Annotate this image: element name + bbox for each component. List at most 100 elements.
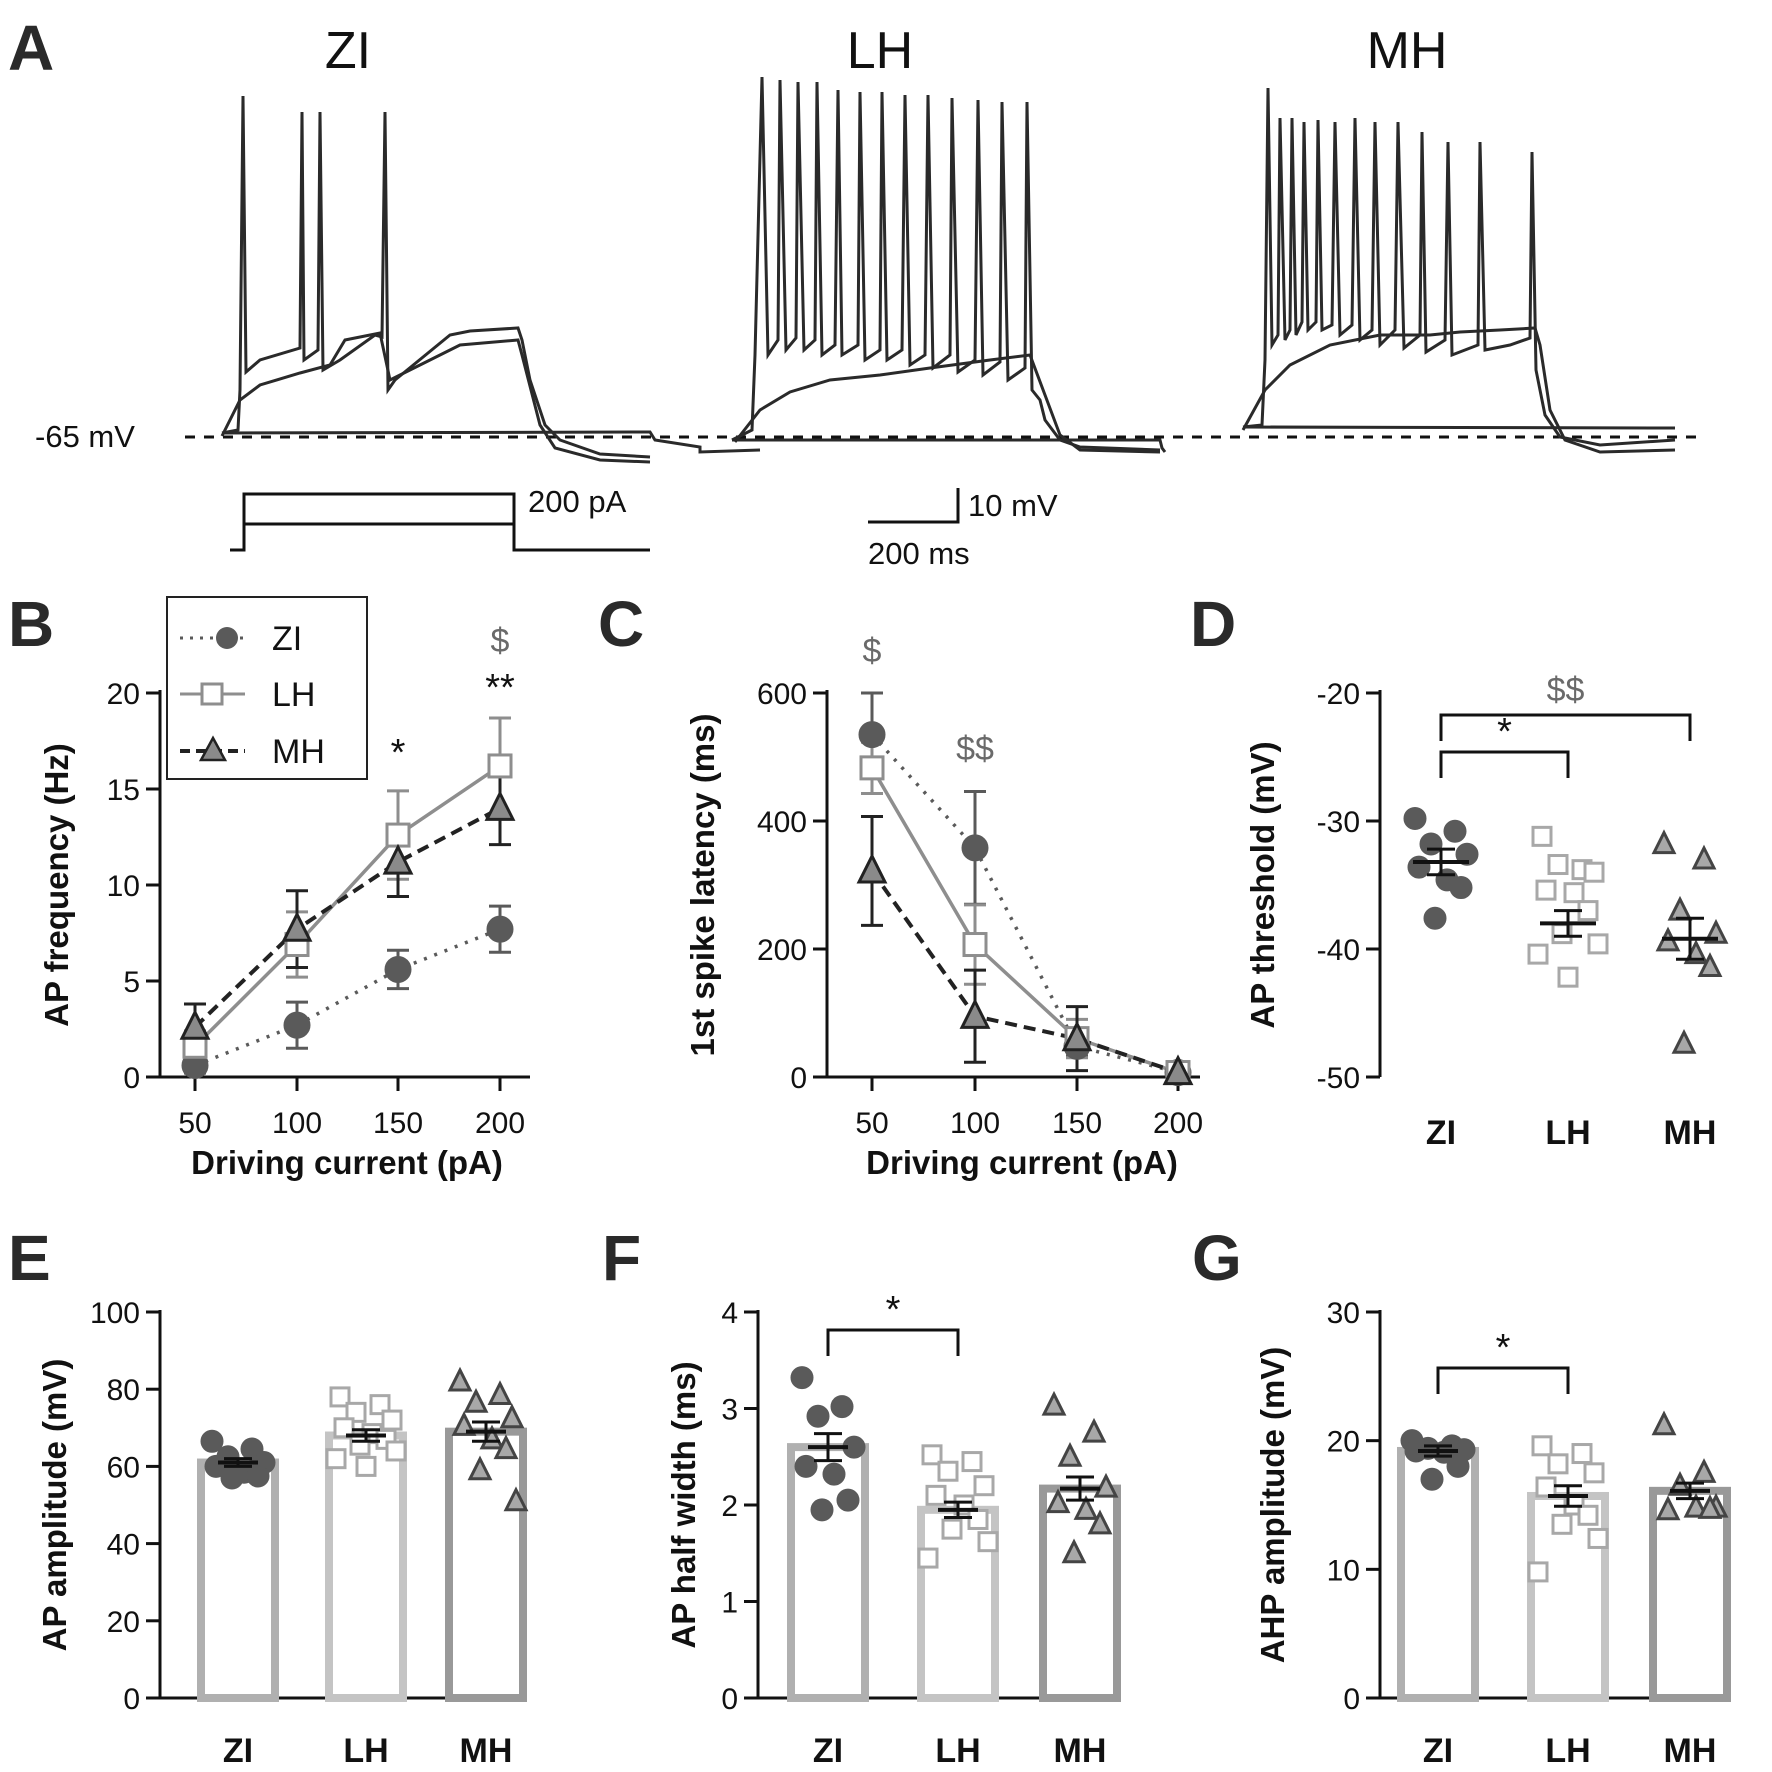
significance-label: $$ bbox=[956, 730, 994, 768]
y-tick-label: 80 bbox=[107, 1374, 140, 1407]
data-point-mh bbox=[1651, 829, 1677, 855]
data-point-lh bbox=[941, 1518, 963, 1540]
legend-mh-triangle-icon bbox=[198, 735, 228, 762]
data-point-mh bbox=[1061, 1020, 1093, 1052]
d-y-ticks: -50 -40 -30 -20 bbox=[1317, 678, 1380, 1095]
f-y-axis-title: AP half width (ms) bbox=[665, 1361, 702, 1648]
scale-voltage-label: 10 mV bbox=[968, 488, 1058, 523]
data-point-mh bbox=[499, 1403, 525, 1429]
data-point-mh bbox=[179, 1008, 211, 1040]
data-point-zi bbox=[384, 955, 412, 983]
data-point-mh bbox=[1087, 1509, 1113, 1535]
data-point-lh bbox=[1535, 879, 1557, 901]
f-plot-area: * bbox=[787, 1289, 1121, 1702]
data-point-lh bbox=[385, 822, 411, 848]
x-tick-label: 50 bbox=[855, 1107, 888, 1140]
g-y-ticks: 0 10 20 30 bbox=[1327, 1297, 1380, 1716]
data-point-lh bbox=[967, 1508, 989, 1530]
data-point-mh bbox=[1691, 844, 1717, 870]
y-tick-label: 20 bbox=[1327, 1426, 1360, 1459]
series-line-zi bbox=[194, 927, 501, 1068]
category-label-zi: ZI bbox=[1423, 1732, 1453, 1770]
data-point-lh bbox=[1551, 1513, 1573, 1535]
bar-zi bbox=[197, 1458, 279, 1703]
data-point-lh bbox=[1557, 966, 1579, 988]
y-tick-label: 15 bbox=[107, 774, 140, 807]
panel-a: A ZI LH MH -65 mV 200 pA 10 mV 200 m bbox=[8, 12, 1705, 571]
y-tick-label: 40 bbox=[107, 1529, 140, 1562]
data-point-lh bbox=[1587, 933, 1609, 955]
data-point-mh bbox=[1162, 1054, 1194, 1086]
category-label-mh: MH bbox=[1054, 1732, 1107, 1770]
data-point-zi bbox=[1403, 806, 1427, 830]
data-point-lh bbox=[973, 1475, 995, 1497]
data-point-lh bbox=[937, 1460, 959, 1482]
category-label-lh: LH bbox=[343, 1732, 388, 1770]
data-point-zi bbox=[1446, 1454, 1470, 1478]
data-point-lh bbox=[1563, 882, 1585, 904]
y-tick-label: 600 bbox=[757, 678, 807, 711]
scale-bar bbox=[868, 488, 960, 524]
significance-bracket bbox=[1439, 750, 1570, 778]
significance-bracket bbox=[826, 1328, 960, 1356]
data-point-zi bbox=[1407, 855, 1431, 879]
legend-lh-label: LH bbox=[272, 676, 315, 714]
data-point-zi bbox=[1419, 832, 1443, 856]
data-point-lh bbox=[325, 1448, 347, 1470]
data-point-mh bbox=[281, 910, 313, 942]
x-tick-label: 50 bbox=[178, 1107, 211, 1140]
panel-d: D -50-40-30-20 ZI LH MH AP threshold (mV) … bbox=[1190, 588, 1729, 1152]
series-line-lh bbox=[870, 766, 1179, 1075]
y-tick-label: 0 bbox=[123, 1062, 140, 1095]
data-point-mh bbox=[1671, 1028, 1697, 1054]
e-plot-area bbox=[197, 1366, 529, 1703]
data-point-mh bbox=[1697, 952, 1723, 977]
data-point-zi bbox=[220, 1466, 244, 1490]
y-tick-label: 10 bbox=[107, 870, 140, 903]
data-point-mh bbox=[451, 1411, 477, 1436]
data-point-lh bbox=[925, 1484, 947, 1506]
data-point-zi bbox=[790, 1366, 814, 1390]
lh-voltage-traces bbox=[731, 76, 1167, 454]
data-point-zi bbox=[1420, 1467, 1444, 1491]
y-tick-label: 4 bbox=[721, 1297, 738, 1330]
current-step-label: 200 pA bbox=[528, 484, 627, 519]
data-point-mh bbox=[856, 852, 888, 884]
data-point-zi bbox=[822, 1462, 846, 1486]
c-x-axis-title: Driving current (pA) bbox=[866, 1144, 1178, 1181]
baseline-label: -65 mV bbox=[35, 419, 135, 454]
y-tick-label: 1 bbox=[721, 1587, 738, 1620]
b-x-axis-title: Driving current (pA) bbox=[191, 1144, 503, 1181]
y-tick-label: -20 bbox=[1317, 678, 1360, 711]
significance-label: * bbox=[391, 732, 406, 774]
data-point-lh bbox=[1527, 943, 1549, 965]
data-point-mh bbox=[463, 1387, 489, 1413]
data-point-lh bbox=[487, 753, 513, 779]
data-point-zi bbox=[836, 1488, 860, 1512]
data-point-mh bbox=[1667, 895, 1693, 921]
significance-label: * bbox=[886, 1289, 901, 1331]
data-point-zi bbox=[961, 834, 989, 862]
panel-b: B 0 5 10 15 20 50 100 150 200 AP frequency (Hz)… bbox=[8, 588, 530, 1181]
e-category-labels: ZI LH MH bbox=[223, 1732, 513, 1770]
panel-e: E 0 20 40 60 80 100 ZI LH MH AP amplitude (mV) bbox=[8, 1222, 529, 1770]
series-line-lh bbox=[193, 764, 501, 1048]
b-y-axis-title: AP frequency (Hz) bbox=[38, 743, 75, 1027]
y-tick-label: 200 bbox=[757, 934, 807, 967]
x-tick-label: 100 bbox=[272, 1107, 322, 1140]
data-point-mh bbox=[493, 1434, 519, 1460]
data-point-zi bbox=[283, 1011, 311, 1039]
data-point-zi bbox=[486, 915, 514, 943]
y-tick-label: 20 bbox=[107, 678, 140, 711]
data-point-zi bbox=[1443, 819, 1467, 843]
b-y-ticks: 0 5 10 15 20 bbox=[107, 678, 160, 1095]
y-tick-label: 3 bbox=[721, 1394, 738, 1427]
significance-label: ** bbox=[485, 667, 515, 709]
significance-bracket bbox=[1439, 713, 1692, 741]
category-label-lh: LH bbox=[1545, 1732, 1590, 1770]
c-y-ticks: 0 200 400 600 bbox=[757, 678, 827, 1095]
y-tick-label: 60 bbox=[107, 1451, 140, 1484]
b-x-ticks: 50 100 150 200 bbox=[178, 1077, 525, 1140]
y-tick-label: -40 bbox=[1317, 934, 1360, 967]
data-point-lh bbox=[962, 932, 988, 958]
